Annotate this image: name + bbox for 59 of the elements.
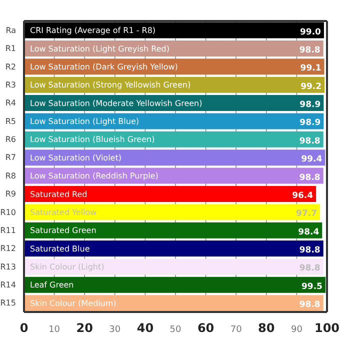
y-tick-label: R14 [0,280,16,290]
y-tick-label: R12 [0,244,16,254]
x-tick-label: 50 [170,325,182,335]
x-tick-label: 100 [314,321,340,335]
y-tick-label: Ra [6,26,16,35]
y-tick-label: R10 [0,208,16,217]
y-tick-label: R2 [5,62,16,72]
annotation: Saturated Green [30,226,96,236]
y-tick-label: R11 [0,226,16,235]
annotation: Skin Colour (Light) [30,262,104,272]
x-tick-label: 0 [20,321,28,335]
data-label: 97.7 [296,209,318,220]
annotation: Low Saturation (Blueish Green) [30,135,155,144]
data-label: 98.9 [300,118,321,128]
data-label: 99.0 [300,27,322,38]
data-label: 98.9 [300,100,321,110]
data-label: 99.2 [300,82,322,92]
annotation: Low Saturation (Strong Yellowish Green) [30,80,191,90]
annotation: Leaf Green [30,280,74,290]
y-tick-label: R5 [5,116,16,126]
annotation: Low Saturation (Reddish Purple) [30,172,158,181]
x-tick-label: 60 [197,321,214,335]
data-label: 99.4 [301,154,322,165]
annotation: Saturated Red [30,190,88,199]
annotation: Skin Colour (Medium) [30,298,116,308]
x-tick-label: 30 [109,325,121,335]
annotation: Low Saturation (Moderate Yellowish Green) [30,98,202,108]
annotation: CRI Rating (Average of R1 - R8) [30,26,156,36]
annotation: Low Saturation (Violet) [30,153,122,162]
data-label: 98.8 [299,264,320,274]
y-tick-label: R13 [0,262,16,272]
data-label: 98.8 [299,136,320,146]
y-tick-label: R3 [5,80,16,90]
x-tick-label: 80 [258,321,275,335]
x-tick-label: 10 [48,325,60,335]
data-label: 98.8 [299,300,320,310]
x-tick-label: 90 [290,325,303,335]
y-tick-label: R7 [5,153,16,162]
data-label: 98.8 [299,45,320,56]
annotation: Saturated Yellow [30,208,98,217]
annotation: Low Saturation (Dark Greyish Yellow) [30,62,178,72]
x-tick-label: 40 [136,321,154,335]
data-label: 98.8 [299,172,320,183]
data-label: 96.4 [292,190,314,201]
y-tick-label: R4 [5,98,16,108]
data-label: 98.8 [299,246,320,256]
y-tick-label: R9 [5,190,16,199]
annotation: Saturated Blue [30,244,90,254]
data-label: 99.5 [302,282,323,292]
data-label: 98.4 [298,227,320,238]
data-label: 99.1 [300,64,322,74]
y-tick-label: R6 [5,135,16,144]
x-tick-label: 20 [76,321,93,335]
y-tick-label: R15 [0,298,16,308]
y-tick-label: R1 [5,44,16,54]
annotation: Low Saturation (Light Greyish Red) [30,44,170,54]
annotation: Low Saturation (Light Blue) [30,117,139,126]
x-tick-label: 70 [230,325,242,335]
y-tick-label: R8 [5,171,16,180]
